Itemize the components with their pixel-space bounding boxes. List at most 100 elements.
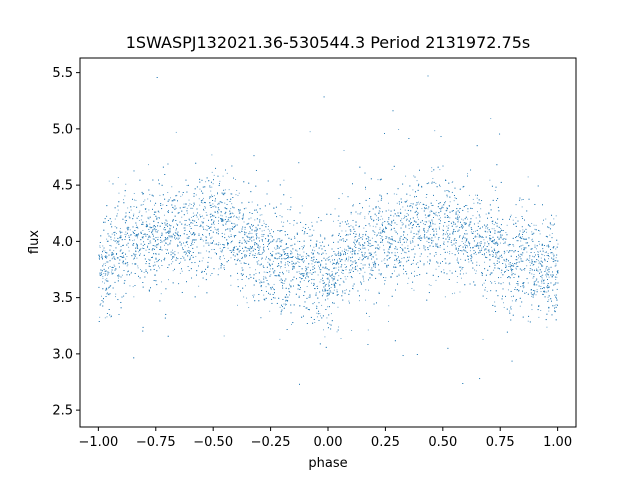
- data-point: [394, 230, 396, 232]
- data-point: [368, 265, 370, 267]
- data-point: [149, 236, 150, 238]
- data-point: [475, 272, 477, 274]
- data-point: [316, 312, 318, 314]
- data-point: [362, 275, 364, 277]
- data-point: [319, 281, 321, 283]
- data-point: [199, 204, 201, 206]
- data-point: [555, 304, 557, 306]
- data-point: [310, 260, 312, 261]
- data-point: [154, 230, 156, 232]
- data-point: [340, 338, 342, 339]
- data-point: [360, 282, 362, 284]
- data-point: [337, 220, 339, 222]
- data-point: [148, 218, 150, 220]
- data-point: [515, 283, 517, 284]
- data-point: [272, 251, 274, 252]
- data-point: [543, 290, 545, 292]
- data-point: [370, 217, 371, 219]
- data-point: [396, 193, 398, 195]
- data-point: [375, 254, 377, 256]
- data-point: [190, 204, 192, 205]
- data-point: [303, 280, 305, 282]
- data-point: [258, 260, 260, 262]
- data-point: [290, 197, 292, 199]
- data-point: [487, 227, 489, 228]
- data-point: [259, 249, 260, 251]
- data-point: [378, 211, 380, 213]
- data-point: [431, 181, 433, 183]
- data-point: [505, 265, 507, 266]
- data-point: [542, 223, 543, 225]
- data-point: [447, 190, 449, 192]
- data-point: [348, 272, 350, 274]
- data-point: [179, 272, 181, 274]
- data-point: [128, 227, 130, 229]
- data-point: [554, 294, 556, 296]
- data-point: [406, 213, 408, 215]
- data-point: [494, 281, 496, 282]
- data-point: [428, 228, 430, 230]
- data-point: [167, 192, 169, 193]
- data-point: [344, 248, 346, 250]
- data-point: [183, 203, 185, 205]
- data-point: [241, 230, 242, 232]
- data-point: [209, 234, 210, 236]
- data-point: [154, 204, 155, 206]
- data-point: [226, 204, 228, 205]
- data-point: [458, 236, 460, 238]
- data-point: [112, 257, 114, 259]
- data-point: [537, 269, 539, 271]
- data-point: [475, 217, 477, 219]
- data-point: [228, 189, 230, 191]
- data-point: [380, 231, 382, 233]
- data-point: [268, 225, 269, 227]
- data-point: [555, 279, 557, 280]
- data-point: [470, 258, 471, 260]
- data-point: [205, 250, 207, 252]
- data-point: [348, 246, 350, 248]
- data-point: [509, 310, 510, 312]
- data-point: [184, 223, 186, 225]
- data-point: [270, 255, 272, 256]
- data-point: [541, 244, 543, 246]
- data-point: [407, 234, 408, 236]
- data-point: [457, 249, 459, 251]
- data-point: [142, 236, 144, 238]
- data-point: [520, 240, 522, 242]
- data-point: [205, 240, 207, 242]
- data-point: [158, 211, 160, 213]
- data-point: [531, 273, 533, 275]
- data-point: [172, 220, 174, 221]
- data-point: [148, 259, 150, 261]
- data-point: [142, 233, 144, 235]
- data-point: [452, 181, 454, 183]
- data-point: [298, 262, 300, 263]
- data-point: [331, 255, 333, 256]
- data-point: [214, 205, 216, 207]
- data-point: [248, 218, 250, 220]
- data-point: [328, 256, 330, 258]
- data-point: [237, 248, 239, 250]
- data-point: [459, 208, 461, 210]
- data-point: [468, 225, 470, 227]
- data-point: [415, 233, 417, 235]
- data-point: [532, 264, 534, 266]
- data-point: [542, 274, 544, 276]
- data-point: [106, 261, 108, 263]
- data-point: [340, 259, 342, 261]
- data-point: [451, 293, 453, 295]
- data-point: [263, 220, 265, 222]
- data-point: [548, 258, 549, 260]
- data-point: [272, 260, 274, 262]
- data-point: [186, 185, 188, 186]
- data-point: [362, 264, 364, 266]
- data-point: [143, 201, 145, 203]
- data-point: [443, 269, 445, 271]
- data-point: [316, 306, 318, 308]
- data-point: [261, 253, 263, 255]
- data-point: [117, 277, 119, 279]
- data-point: [379, 227, 381, 229]
- data-point: [237, 248, 239, 249]
- data-point: [117, 209, 119, 211]
- data-point: [164, 259, 166, 261]
